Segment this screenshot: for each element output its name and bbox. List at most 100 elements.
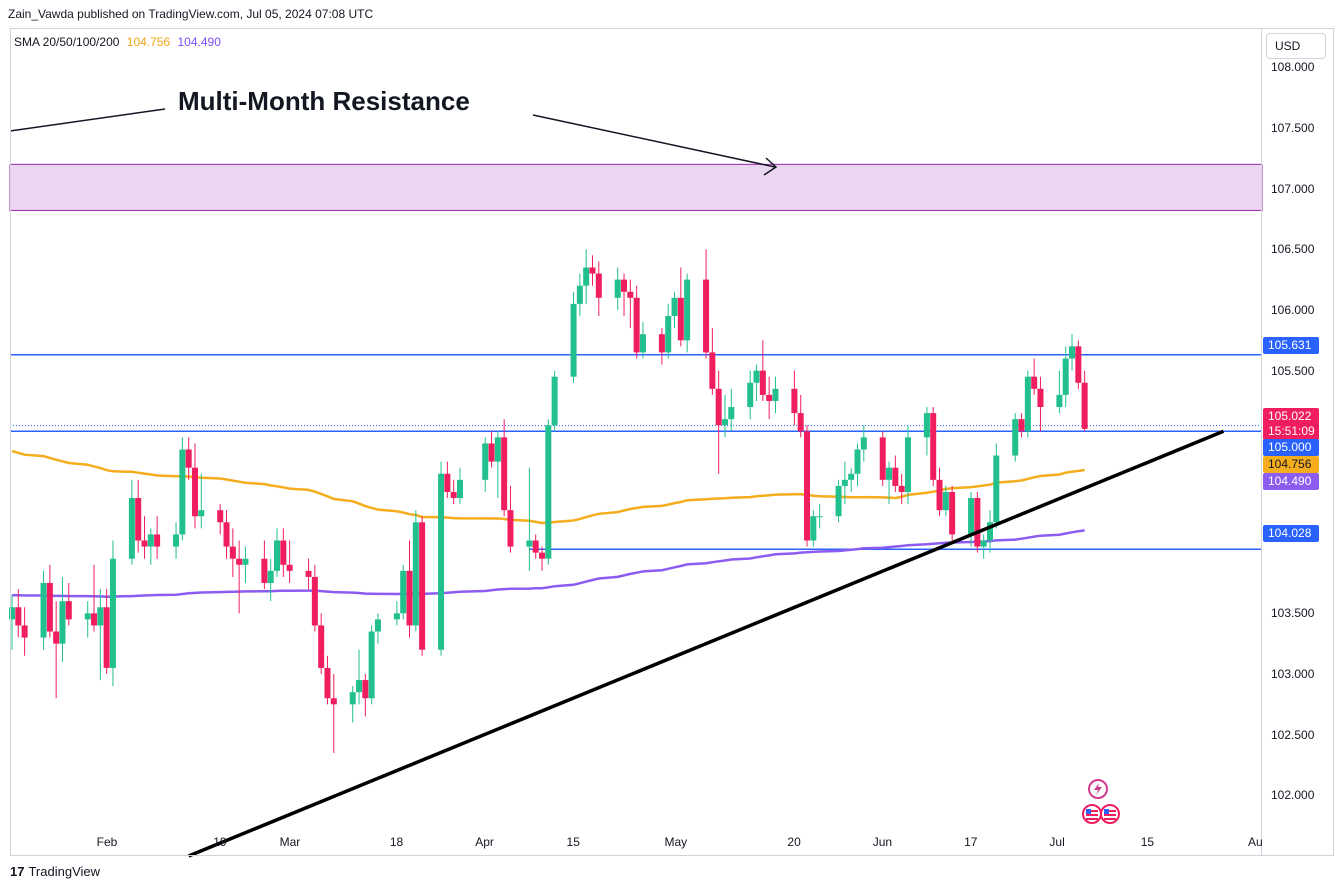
candle-body (97, 607, 104, 626)
candle-body (280, 540, 287, 565)
candle-body (236, 558, 243, 565)
candle-body (324, 667, 331, 699)
y-tick-label: 105.500 (1271, 363, 1315, 378)
candle-body (949, 491, 956, 535)
candle-body (53, 631, 60, 644)
candle-body (658, 334, 665, 353)
candle-body (305, 570, 312, 577)
candle-body (191, 467, 198, 517)
candle-body (614, 279, 621, 298)
candle-body (103, 607, 110, 668)
price-axis[interactable] (1262, 28, 1334, 856)
candle-body (1056, 394, 1063, 408)
candle-body (860, 437, 867, 450)
candle-body (393, 613, 400, 620)
candle-body (374, 619, 381, 632)
publish-header: Zain_Vawda published on TradingView.com,… (8, 7, 374, 21)
candle-body (923, 413, 930, 438)
sma-purple-line (11, 529, 1085, 598)
candle-body (804, 431, 811, 541)
candle-body (886, 467, 893, 480)
annotation-line-right (532, 114, 776, 168)
candle-body (942, 491, 949, 511)
candle-body (274, 540, 281, 571)
candle-body (703, 279, 710, 353)
candle-body (261, 558, 268, 583)
candle-body (109, 558, 116, 668)
x-tick-label: May (664, 835, 688, 849)
price-tag-level: 105.000 (1263, 439, 1319, 456)
candle-body (930, 413, 937, 480)
candle-body (968, 498, 975, 535)
x-tick-label: Mar (279, 835, 301, 849)
candle-body (539, 552, 546, 559)
candle-body (330, 698, 337, 705)
candle-body (791, 388, 798, 414)
candle-body (1075, 346, 1082, 383)
sma-value-orange: 104.756 (126, 35, 171, 49)
candle-body (412, 522, 419, 626)
candle-body (494, 437, 501, 462)
candle-body (311, 576, 318, 626)
candle-body (198, 510, 205, 517)
currency-button[interactable]: USD (1266, 33, 1326, 59)
candle-body (589, 267, 596, 274)
footer-brand[interactable]: 17 TradingView (10, 864, 100, 879)
sma-legend[interactable]: SMA 20/50/100/200 104.756 104.490 (14, 35, 221, 49)
trendline (188, 429, 1225, 858)
y-tick-label: 102.000 (1271, 788, 1315, 803)
sma-orange-line (11, 449, 1085, 525)
footer-brand-name: TradingView (28, 864, 101, 879)
candle-body (135, 498, 142, 541)
candle-body (9, 607, 15, 620)
candle-body (15, 607, 22, 626)
candle-body (147, 534, 154, 547)
candle-body (570, 303, 577, 377)
candle-body (797, 413, 804, 432)
candle-body (728, 407, 735, 420)
candle-body (179, 449, 186, 535)
x-tick-label: 19 (213, 835, 227, 849)
candle-body (217, 510, 224, 523)
candle-body (1012, 419, 1019, 456)
candle-body (154, 534, 161, 547)
candle-body (229, 546, 236, 559)
resistance-annotation: Multi-Month Resistance (178, 86, 470, 116)
x-tick-label: 15 (566, 835, 580, 849)
candle-body (1031, 376, 1038, 389)
candle-body (986, 522, 993, 541)
candle-body (40, 582, 47, 638)
candle-body (84, 613, 91, 620)
candle-body (141, 540, 148, 547)
candle-body (532, 540, 539, 553)
candle-body (59, 601, 66, 644)
x-tick-label: 15 (1140, 835, 1155, 849)
candle-body (841, 479, 848, 486)
candle-body (576, 285, 583, 304)
candle-body (368, 631, 375, 699)
candle-body (419, 522, 426, 650)
y-tick-label: 107.000 (1271, 181, 1315, 196)
x-tick-label: Jun (872, 835, 893, 849)
candle-body (633, 297, 640, 353)
y-tick-label: 103.500 (1271, 606, 1315, 621)
candle-body (488, 443, 495, 462)
candle-body (349, 692, 356, 705)
sma-value-purple: 104.490 (177, 35, 221, 49)
candle-body (551, 376, 558, 426)
candle-body (671, 297, 678, 317)
candle-body (356, 680, 363, 693)
candle-body (46, 582, 53, 632)
y-tick-label: 108.000 (1271, 60, 1315, 75)
candle-body (766, 394, 773, 401)
y-tick-label: 107.500 (1271, 120, 1315, 135)
candle-body (438, 473, 445, 650)
resistance-zone (9, 163, 1263, 211)
candle-body (91, 613, 98, 626)
event-icons[interactable] (1080, 778, 1124, 833)
candle-body (595, 273, 602, 298)
price-tag-last: 105.022 (1263, 408, 1319, 425)
x-tick-label: 18 (389, 835, 404, 849)
candle-body (854, 449, 861, 474)
